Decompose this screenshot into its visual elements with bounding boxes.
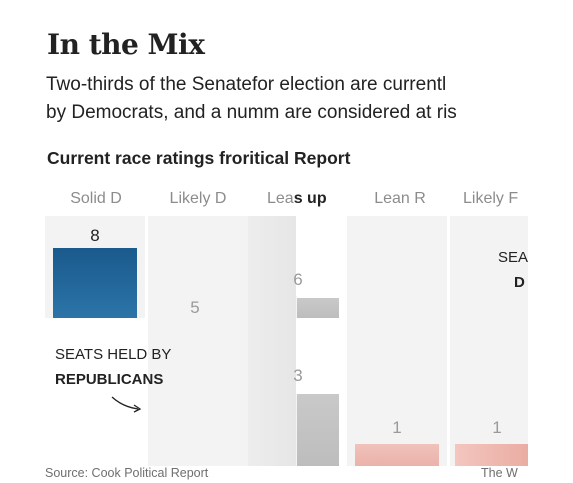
column-header-tossup: Leas up [267, 190, 337, 208]
annotation-democrats-line-1: SEA [498, 249, 528, 266]
chart-subtitle-line-1: Two-thirds of the Senatefor election are… [46, 74, 447, 95]
annotation-backdrop [45, 318, 148, 466]
label-tossup-d: 6 [293, 270, 303, 289]
section-title: Current race ratings froritical Report [47, 148, 351, 168]
column-header-lean-r: Lean R [374, 190, 426, 207]
label-solid-d: 8 [90, 226, 100, 245]
chart-subtitle-line-2: by Democrats, and a numm are considered … [46, 102, 457, 123]
bar-tossup-d [297, 298, 339, 318]
column-header-tossup-right: s up [293, 190, 327, 207]
column-header-tossup-left: Lea [267, 190, 294, 207]
chart-frame: In the Mix Two-thirds of the Senatefor e… [45, 0, 528, 483]
tossup-gap [296, 216, 346, 296]
tossup-fade [248, 216, 296, 466]
column-header-likely-r: Likely F [463, 190, 519, 207]
bar-solid-d [53, 248, 137, 318]
source-note: Source: Cook Political Report [45, 466, 209, 480]
annotation-arrow-icon [111, 396, 142, 413]
column-header-likely-d: Likely D [169, 190, 227, 207]
annotation-republicans-line-1: SEATS HELD BY [55, 346, 172, 363]
column-bg-likely-r [450, 216, 528, 466]
column-header-solid-d: Solid D [70, 190, 122, 207]
bar-likely-r [455, 444, 528, 466]
column-bg-likely-d [148, 216, 248, 466]
label-lean-r: 1 [392, 418, 402, 437]
annotation-republicans-line-2: REPUBLICANS [55, 371, 164, 388]
bar-lean-r [355, 444, 439, 466]
label-likely-d: 5 [190, 298, 200, 317]
column-bg-lean-r [347, 216, 447, 466]
chart-title: In the Mix [47, 28, 205, 61]
label-likely-r: 1 [492, 418, 502, 437]
label-tossup-r: 3 [293, 366, 303, 385]
annotation-democrats-line-2: D [514, 274, 525, 291]
bar-tossup-r [297, 394, 339, 466]
source-note-right: The W [481, 466, 518, 480]
tossup-gap-lower [296, 318, 346, 394]
